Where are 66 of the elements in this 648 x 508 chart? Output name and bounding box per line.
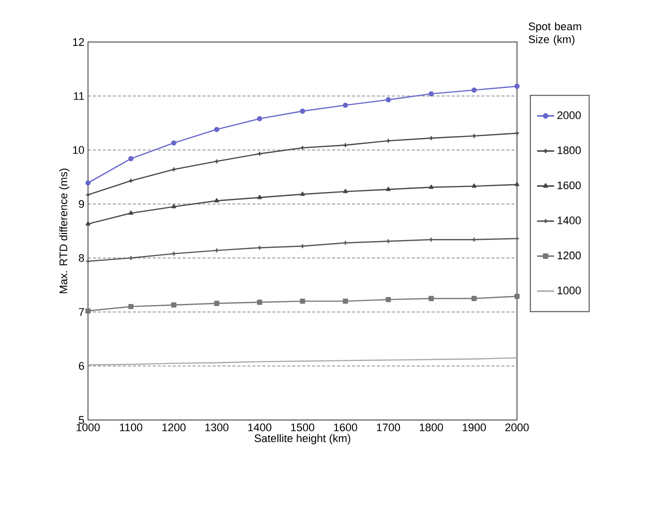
point — [257, 116, 262, 122]
point — [171, 204, 176, 208]
point — [300, 298, 306, 304]
point — [472, 87, 477, 93]
legend-label: 1400 — [558, 216, 581, 224]
point — [171, 302, 176, 308]
x-tick-label: 1100 — [120, 424, 142, 432]
y-tick-label: 7 — [78, 308, 84, 316]
x-tick-label: 1300 — [205, 424, 228, 432]
x-tick-label: 1600 — [334, 424, 358, 432]
x-tick-label: 1800 — [420, 424, 443, 432]
point — [128, 210, 134, 215]
point — [257, 194, 262, 200]
point — [214, 198, 220, 202]
x-tick-label: 1500 — [291, 424, 314, 432]
point — [386, 186, 391, 192]
x-tick-label: 2000 — [505, 424, 529, 432]
x-axis-title: Satellite height (km) — [254, 434, 350, 444]
point — [472, 184, 476, 188]
point — [300, 192, 305, 196]
point — [214, 158, 220, 164]
point — [85, 308, 91, 314]
point — [386, 296, 391, 302]
y-tick-label: 9 — [78, 200, 84, 208]
y-axis-title: Max. RTD difference (ms) — [59, 168, 70, 294]
legend-label: 2000 — [557, 111, 581, 120]
point — [85, 180, 91, 186]
point — [86, 221, 90, 226]
legend-title: Spot beam Size (km) — [528, 22, 582, 46]
point — [428, 296, 434, 302]
y-tick-label: 10 — [73, 146, 84, 154]
point — [514, 84, 520, 89]
point — [342, 102, 348, 108]
point — [472, 296, 477, 302]
legend-label: 1800 — [558, 146, 581, 154]
point — [386, 97, 391, 102]
point — [428, 91, 434, 96]
point — [171, 140, 176, 146]
point — [300, 108, 306, 114]
y-tick-label: 11 — [74, 92, 84, 100]
legend-label: 1600 — [558, 181, 581, 190]
point — [171, 251, 176, 256]
x-tick-label: 1400 — [248, 424, 272, 432]
x-tick-label: 1900 — [462, 424, 486, 432]
y-tick-label: 5 — [78, 416, 84, 424]
point — [342, 298, 348, 304]
point — [386, 238, 391, 244]
point — [428, 184, 434, 189]
y-tick-label: 12 — [73, 38, 84, 46]
point — [214, 300, 220, 306]
legend-label: 1000 — [558, 286, 581, 294]
y-tick-label: 8 — [78, 254, 84, 262]
y-tick-label: 6 — [78, 362, 84, 370]
point — [343, 188, 348, 194]
point — [386, 138, 391, 144]
x-tick-label: 1200 — [162, 424, 186, 432]
point — [257, 300, 262, 305]
point — [128, 156, 134, 162]
point — [128, 304, 134, 310]
line-series — [87, 357, 518, 366]
legend-label: 1200 — [558, 252, 581, 260]
point — [514, 294, 520, 299]
point — [514, 182, 520, 186]
point — [214, 126, 220, 132]
x-tick-label: 1700 — [376, 424, 400, 432]
x-tick-label: 1000 — [76, 424, 100, 432]
